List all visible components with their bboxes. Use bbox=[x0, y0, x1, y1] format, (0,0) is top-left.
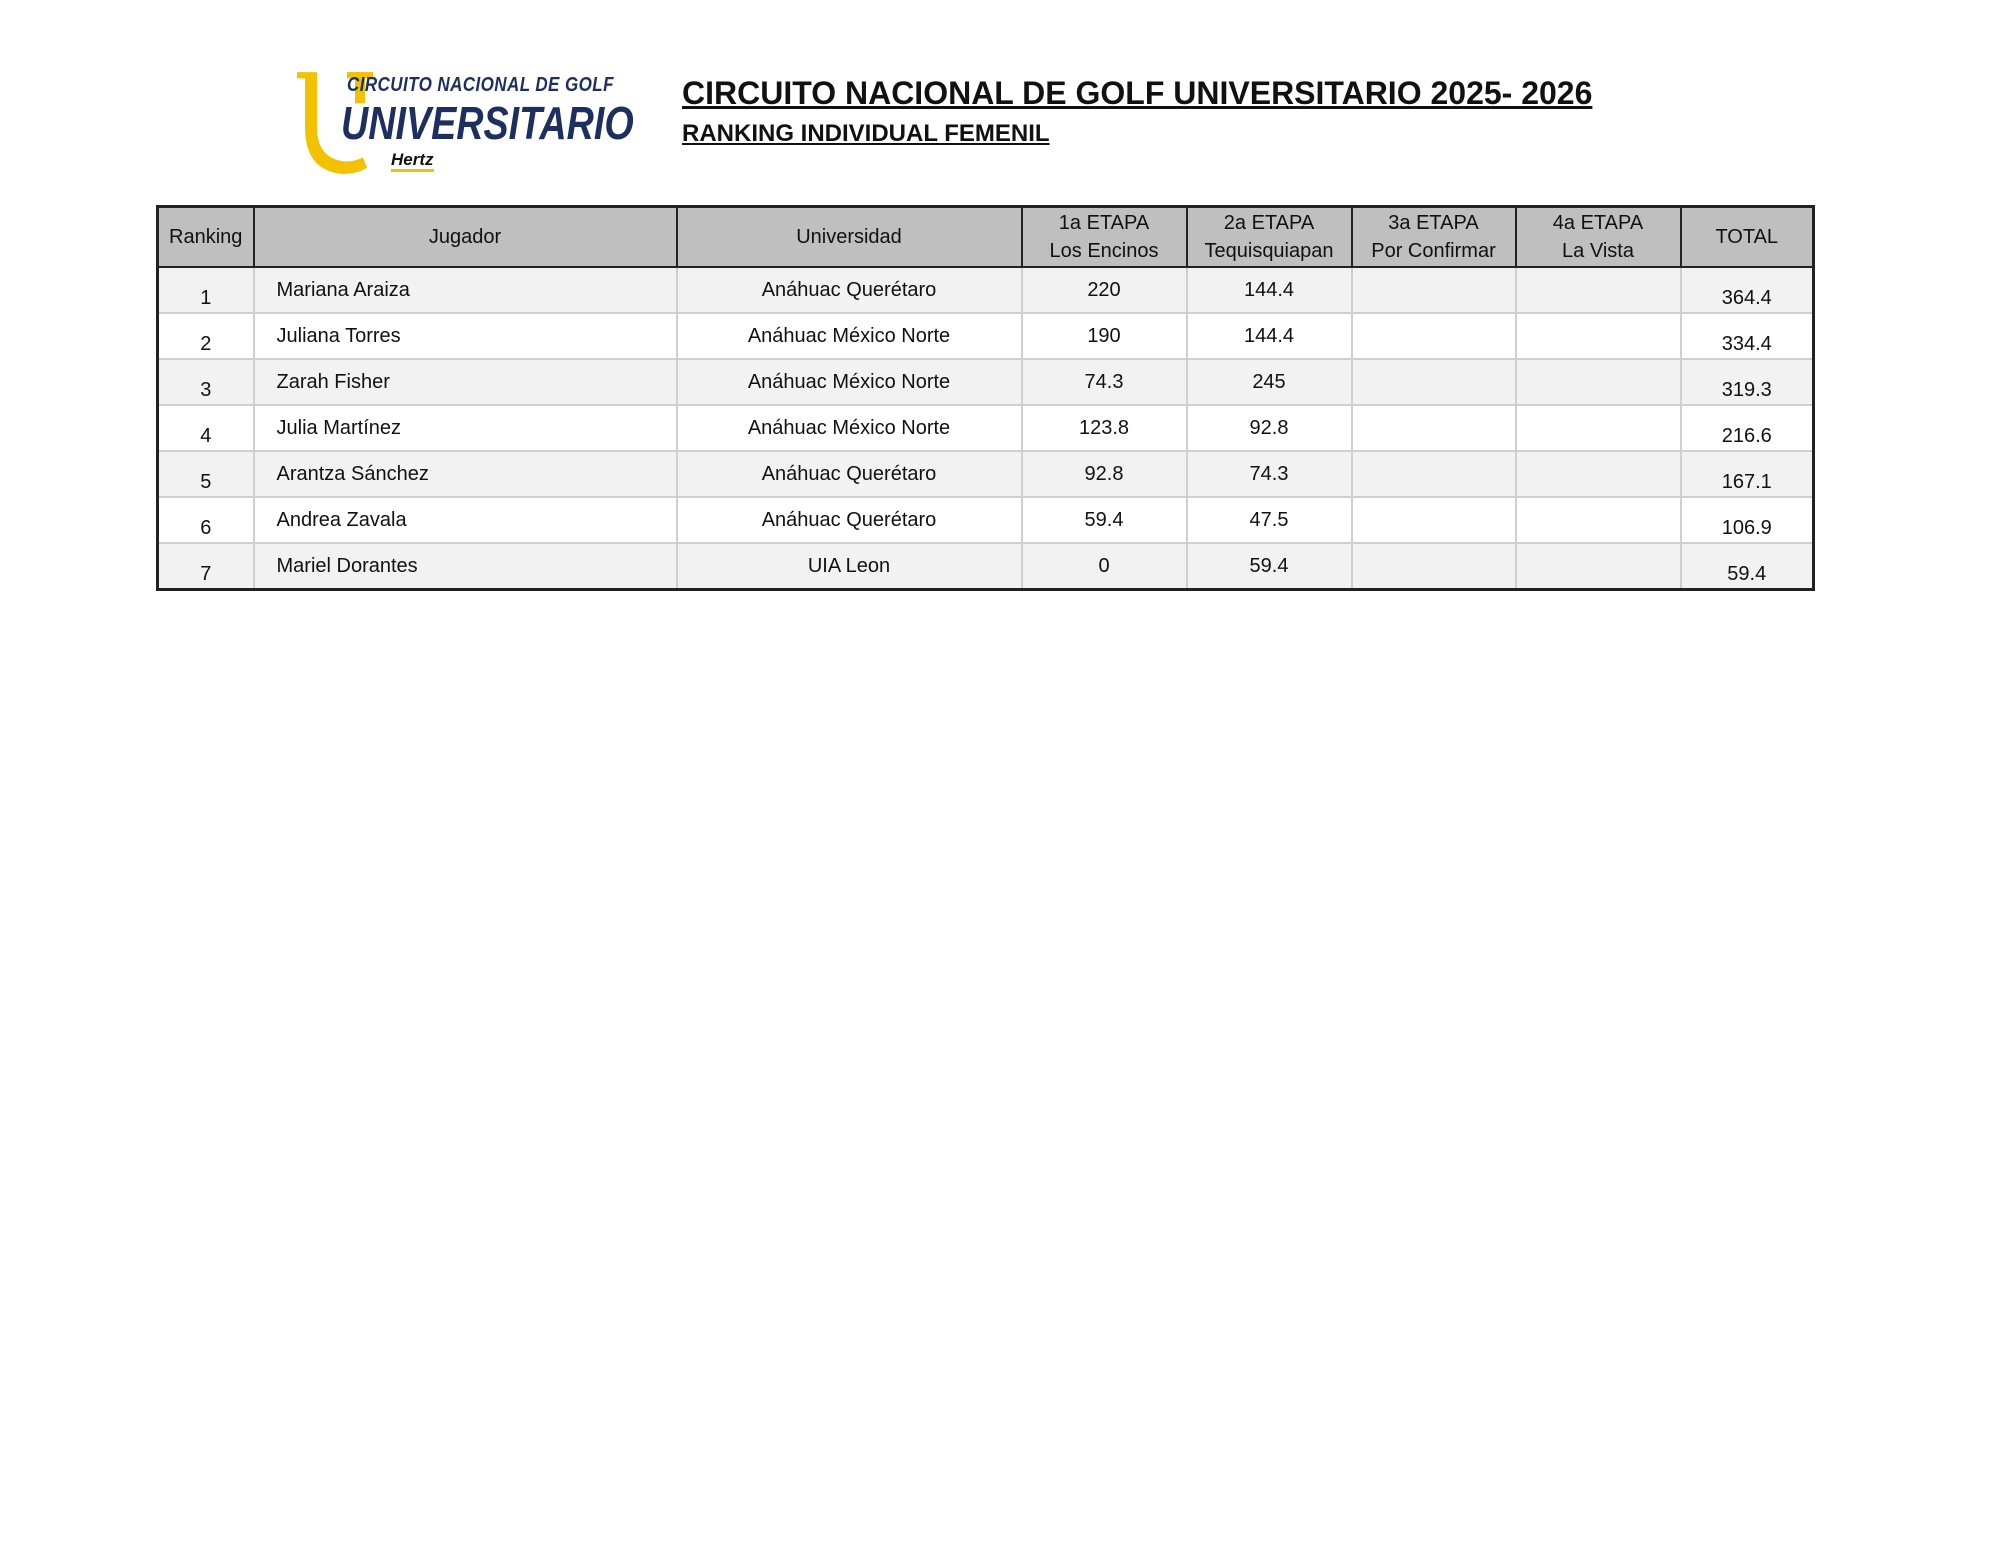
cell-stage-4 bbox=[1514, 404, 1682, 452]
cell-ranking: 4 bbox=[156, 404, 255, 452]
cell-total: 106.9 bbox=[1679, 496, 1815, 544]
cell-university: Anáhuac México Norte bbox=[675, 404, 1023, 452]
cell-stage-4 bbox=[1514, 266, 1682, 314]
logo-sponsor: Hertz bbox=[391, 150, 434, 172]
cell-stage-3 bbox=[1350, 542, 1517, 591]
cell-stage-4 bbox=[1514, 312, 1682, 360]
cell-total: 319.3 bbox=[1679, 358, 1815, 406]
table-row: 1 Mariana Araiza Anáhuac Querétaro 220 144.4… bbox=[156, 266, 1815, 314]
cell-stage-1: 74.3 bbox=[1020, 358, 1188, 406]
logo-line1: CIRCUITO NACIONAL DE GOLF bbox=[347, 74, 614, 96]
cell-player: Mariana Araiza bbox=[252, 266, 678, 314]
cell-stage-1: 59.4 bbox=[1020, 496, 1188, 544]
header-sublabel: Los Encinos bbox=[1049, 240, 1159, 262]
cell-player: Arantza Sánchez bbox=[252, 450, 678, 498]
header-label: Ranking bbox=[169, 226, 243, 248]
header-sublabel: La Vista bbox=[1562, 240, 1634, 262]
cell-total: 167.1 bbox=[1679, 450, 1815, 498]
table-row: 5 Arantza Sánchez Anáhuac Querétaro 92.8 74.… bbox=[156, 450, 1815, 498]
column-header-university: Universidad bbox=[675, 205, 1023, 268]
table-row: 4 Julia Martínez Anáhuac México Norte 123.8… bbox=[156, 404, 1815, 452]
column-header-stage-1: 1a ETAPA Los Encinos bbox=[1020, 205, 1188, 268]
cell-stage-4 bbox=[1514, 496, 1682, 544]
u-logo-icon bbox=[297, 72, 373, 174]
column-header-stage-2: 2a ETAPA Tequisquiapan bbox=[1185, 205, 1353, 268]
cell-player: Juliana Torres bbox=[252, 312, 678, 360]
cell-ranking: 7 bbox=[156, 542, 255, 591]
cell-stage-4 bbox=[1514, 450, 1682, 498]
cell-total: 364.4 bbox=[1679, 266, 1815, 314]
cell-stage-2: 74.3 bbox=[1185, 450, 1353, 498]
column-header-ranking: Ranking bbox=[156, 205, 255, 268]
column-header-stage-4: 4a ETAPA La Vista bbox=[1514, 205, 1682, 268]
header-sublabel: Tequisquiapan bbox=[1204, 240, 1334, 262]
cell-stage-2: 92.8 bbox=[1185, 404, 1353, 452]
cell-ranking: 2 bbox=[156, 312, 255, 360]
logo-line2: UNIVERSITARIO bbox=[341, 97, 634, 149]
cell-stage-3 bbox=[1350, 312, 1517, 360]
circuit-logo: CIRCUITO NACIONAL DE GOLF UNIVERSITARIO … bbox=[295, 70, 634, 178]
cell-university: UIA Leon bbox=[675, 542, 1023, 591]
table-row: 6 Andrea Zavala Anáhuac Querétaro 59.4 47.5 1… bbox=[156, 496, 1815, 544]
cell-stage-2: 47.5 bbox=[1185, 496, 1353, 544]
header-row: Ranking Jugador Universidad 1a ETAPA Los Enc… bbox=[156, 205, 1815, 268]
cell-player: Julia Martínez bbox=[252, 404, 678, 452]
header-sublabel: Por Confirmar bbox=[1371, 240, 1496, 262]
cell-ranking: 1 bbox=[156, 266, 255, 314]
cell-stage-4 bbox=[1514, 358, 1682, 406]
cell-stage-2: 144.4 bbox=[1185, 312, 1353, 360]
page-title: CIRCUITO NACIONAL DE GOLF UNIVERSITARIO … bbox=[682, 75, 1593, 111]
cell-stage-1: 190 bbox=[1020, 312, 1188, 360]
table-row: 3 Zarah Fisher Anáhuac México Norte 74.3 245… bbox=[156, 358, 1815, 406]
cell-stage-3 bbox=[1350, 404, 1517, 452]
cell-ranking: 3 bbox=[156, 358, 255, 406]
cell-stage-2: 144.4 bbox=[1185, 266, 1353, 314]
cell-player: Andrea Zavala bbox=[252, 496, 678, 544]
cell-player: Mariel Dorantes bbox=[252, 542, 678, 591]
table-row: 7 Mariel Dorantes UIA Leon 0 59.4 59.4 bbox=[156, 542, 1815, 591]
header-label: TOTAL bbox=[1715, 226, 1779, 248]
cell-player: Zarah Fisher bbox=[252, 358, 678, 406]
cell-stage-3 bbox=[1350, 496, 1517, 544]
cell-total: 216.6 bbox=[1679, 404, 1815, 452]
cell-stage-1: 0 bbox=[1020, 542, 1188, 591]
header-label: 3a ETAPA bbox=[1388, 212, 1479, 234]
cell-university: Anáhuac Querétaro bbox=[675, 450, 1023, 498]
cell-ranking: 6 bbox=[156, 496, 255, 544]
cell-stage-2: 245 bbox=[1185, 358, 1353, 406]
cell-stage-3 bbox=[1350, 450, 1517, 498]
header-label: 4a ETAPA bbox=[1552, 212, 1644, 234]
header-label: 2a ETAPA bbox=[1223, 212, 1315, 234]
cell-total: 334.4 bbox=[1679, 312, 1815, 360]
cell-stage-3 bbox=[1350, 266, 1517, 314]
column-header-stage-3: 3a ETAPA Por Confirmar bbox=[1350, 205, 1517, 268]
cell-stage-4 bbox=[1514, 542, 1682, 591]
column-header-player: Jugador bbox=[252, 205, 678, 268]
cell-stage-1: 123.8 bbox=[1020, 404, 1188, 452]
cell-university: Anáhuac México Norte bbox=[675, 312, 1023, 360]
header-label: Jugador bbox=[428, 226, 502, 248]
column-header-total: TOTAL bbox=[1679, 205, 1815, 268]
page-subtitle: RANKING INDIVIDUAL FEMENIL bbox=[682, 120, 1050, 147]
cell-total: 59.4 bbox=[1679, 542, 1815, 591]
cell-stage-1: 220 bbox=[1020, 266, 1188, 314]
ranking-table: Ranking Jugador Universidad 1a ETAPA Los Enc… bbox=[156, 205, 1815, 591]
cell-ranking: 5 bbox=[156, 450, 255, 498]
cell-university: Anáhuac Querétaro bbox=[675, 496, 1023, 544]
cell-stage-1: 92.8 bbox=[1020, 450, 1188, 498]
cell-stage-2: 59.4 bbox=[1185, 542, 1353, 591]
cell-university: Anáhuac Querétaro bbox=[675, 266, 1023, 314]
table-row: 2 Juliana Torres Anáhuac México Norte 190 14… bbox=[156, 312, 1815, 360]
cell-stage-3 bbox=[1350, 358, 1517, 406]
cell-university: Anáhuac México Norte bbox=[675, 358, 1023, 406]
header-label: Universidad bbox=[796, 226, 902, 248]
header-label: 1a ETAPA bbox=[1058, 212, 1150, 234]
